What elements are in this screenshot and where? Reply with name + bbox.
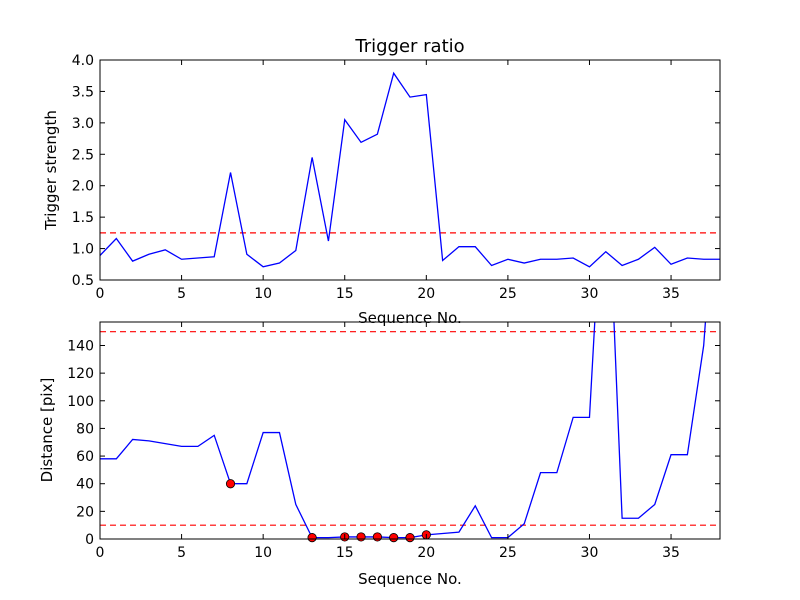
x-tick-label: 35 — [662, 545, 680, 561]
series-group — [100, 322, 707, 539]
x-ticks: 0 5 10 15 20 25 30 35 — [96, 60, 680, 302]
y-tick-label: 20 — [76, 504, 94, 520]
y-tick-label: 0.5 — [72, 273, 94, 289]
y-axis-label: Distance [pix] — [38, 378, 56, 483]
x-tick-label: 35 — [662, 286, 680, 302]
y-tick-label: 0 — [85, 532, 94, 548]
x-axis-label: Sequence No. — [358, 570, 462, 588]
data-point-marker — [389, 533, 399, 543]
series-line — [100, 322, 707, 539]
x-tick-label: 10 — [254, 286, 272, 302]
y-axis-label: Trigger strength — [42, 110, 60, 231]
y-ticks: 0.5 1.0 1.5 2.0 2.5 3.0 3.5 4.0 — [72, 53, 720, 289]
x-ticks: 0 5 10 15 20 25 30 35 — [96, 322, 680, 561]
y-tick-label: 40 — [76, 477, 94, 493]
y-tick-label: 140 — [67, 338, 94, 354]
data-point-marker — [372, 532, 382, 542]
y-tick-label: 60 — [76, 449, 94, 465]
plot-frame — [99, 321, 721, 540]
y-tick-label: 4.0 — [72, 53, 94, 69]
y-tick-label: 1.5 — [72, 210, 94, 226]
y-tick-label: 2.5 — [72, 147, 94, 163]
x-tick-label: 25 — [499, 286, 517, 302]
y-tick-label: 3.0 — [72, 116, 94, 132]
x-axis-label: Sequence No. — [358, 309, 462, 327]
y-tick-label: 120 — [67, 366, 94, 382]
x-tick-label: 20 — [417, 286, 435, 302]
x-tick-label: 30 — [581, 286, 599, 302]
x-tick-label: 15 — [336, 286, 354, 302]
plot-frame — [99, 59, 721, 281]
y-tick-label: 100 — [67, 394, 94, 410]
distance-chart: 0 5 10 15 20 25 30 35 0 20 40 60 80 100 120 140 Sequen… — [38, 321, 721, 588]
y-ticks: 0 20 40 60 80 100 120 140 — [67, 338, 720, 548]
x-tick-label: 5 — [177, 545, 186, 561]
y-tick-label: 1.0 — [72, 242, 94, 258]
x-tick-label: 30 — [581, 545, 599, 561]
x-tick-label: 0 — [96, 286, 105, 302]
data-point-marker — [405, 533, 415, 543]
x-tick-label: 0 — [96, 545, 105, 561]
y-tick-label: 3.5 — [72, 84, 94, 100]
series-group — [100, 71, 720, 268]
x-tick-label: 25 — [499, 545, 517, 561]
x-tick-label: 15 — [336, 545, 354, 561]
x-tick-label: 20 — [417, 545, 435, 561]
y-tick-label: 80 — [76, 421, 94, 437]
chart-title: Trigger ratio — [354, 36, 464, 57]
data-point-marker — [225, 479, 236, 489]
trigger-ratio-chart: Trigger ratio 0 5 10 15 20 25 30 35 0.5 1.0 1.5 2.… — [42, 36, 721, 327]
threshold-lines — [100, 331, 720, 526]
x-tick-label: 5 — [177, 286, 186, 302]
x-tick-label: 10 — [254, 545, 272, 561]
series-line — [100, 71, 720, 268]
marker-group — [225, 479, 431, 543]
data-point-marker — [356, 532, 366, 542]
data-point-marker — [307, 533, 317, 543]
y-tick-label: 2.0 — [72, 179, 94, 195]
